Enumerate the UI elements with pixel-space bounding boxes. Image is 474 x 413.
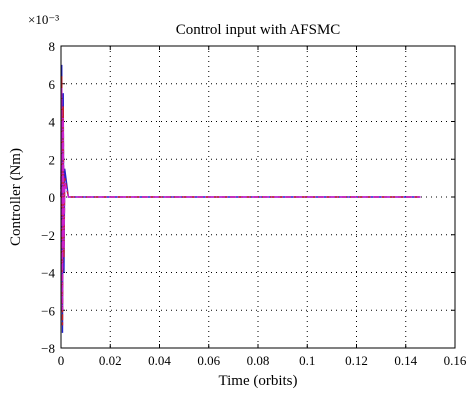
chart-title: Control input with AFSMC [176,22,341,38]
y-multiplier-label: ×10⁻³ [28,12,59,27]
x-tick-label: 0.16 [444,353,467,368]
series-line-3 [60,87,421,311]
x-tick-label: 0.02 [99,353,122,368]
x-tick-label: 0.04 [148,353,171,368]
series-line-2 [60,76,421,326]
y-tick-label: 6 [49,77,56,92]
x-tick-label: 0.1 [299,353,315,368]
y-tick-label: −6 [41,303,55,318]
x-tick-label: 0.14 [394,353,417,368]
y-tick-label: −4 [41,266,55,281]
y-tick-label: 0 [49,190,56,205]
y-tick-label: 4 [49,115,56,130]
x-tick-labels: 0 0.02 0.04 0.06 0.08 0.1 0.12 0.14 0.16 [58,353,467,368]
y-tick-label: −2 [41,228,55,243]
y-tick-labels: −8 −6 −4 −2 0 2 4 6 8 [41,39,55,356]
y-tick-label: −8 [41,341,55,356]
y-tick-label: 2 [49,152,56,167]
x-tick-label: 0.12 [345,353,368,368]
x-tick-label: 0.06 [197,353,220,368]
y-tick-label: 8 [49,39,56,54]
y-axis-label: Controller (Nm) [8,148,24,246]
x-tick-label: 0 [58,353,65,368]
series-lines [60,64,421,333]
x-axis-label: Time (orbits) [218,373,297,389]
x-tick-label: 0.08 [247,353,270,368]
plot-frame [60,45,456,349]
series-line-1 [60,64,421,333]
